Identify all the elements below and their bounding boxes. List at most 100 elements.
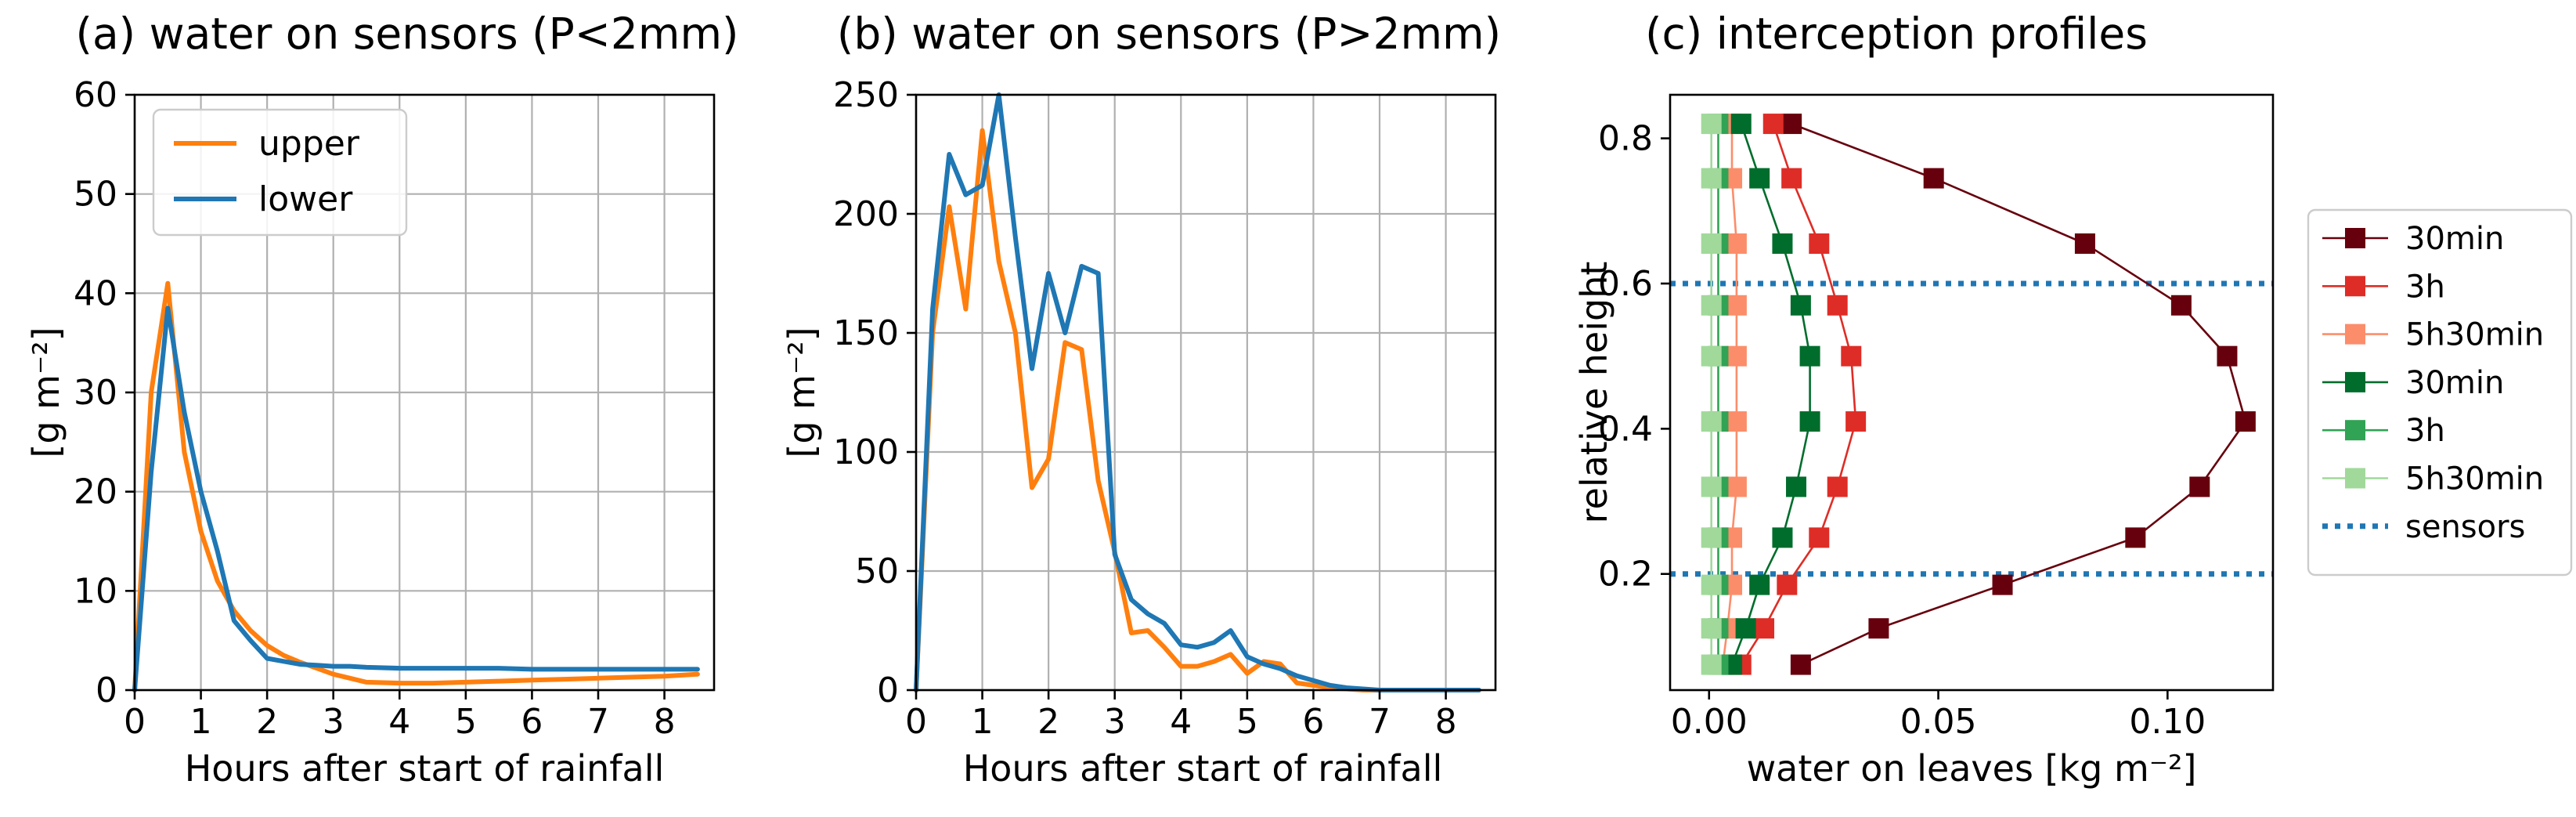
profile-marker <box>1841 345 1862 367</box>
y-tick-label: 30 <box>74 373 117 413</box>
x-tick-label: 7 <box>587 702 609 742</box>
panel-c-sensor-lines <box>1670 280 2273 577</box>
x-tick-label: 4 <box>1170 702 1192 742</box>
y-tick-label: 0.4 <box>1598 409 1653 449</box>
legend-label: 30min <box>2405 365 2504 401</box>
x-tick-label: 7 <box>1369 702 1391 742</box>
profile-marker <box>1726 233 1747 254</box>
y-tick-label: 50 <box>74 175 117 215</box>
x-tick-label: 3 <box>323 702 345 742</box>
profile-marker <box>1730 114 1752 135</box>
profile-marker <box>1701 618 1722 639</box>
y-tick-label: 0.2 <box>1598 555 1653 595</box>
panel-b-xlabel: Hours after start of rainfall <box>963 747 1443 790</box>
profile-marker <box>1781 168 1802 189</box>
x-tick-label: 1 <box>190 702 212 742</box>
panel-c: (c) interception profiles 0.00 0.05 0.100.… <box>1573 9 2573 790</box>
profile-marker <box>1701 476 1722 497</box>
legend-item-1: 3h <box>2322 269 2445 305</box>
panel-b-grid <box>915 93 1495 692</box>
profile-marker <box>1735 618 1756 639</box>
legend-label: 5h30min <box>2405 317 2544 353</box>
legend-label: 3h <box>2405 269 2445 305</box>
profile-marker <box>1701 295 1722 316</box>
series-line-lower <box>132 305 700 692</box>
y-tick-label: 40 <box>74 273 117 313</box>
y-tick-label: 0 <box>877 671 899 710</box>
legend-item-2: 5h30min <box>2322 317 2544 353</box>
panel-c-frame <box>1669 93 2275 692</box>
profile-marker <box>1749 574 1770 595</box>
panel-a-lines <box>132 280 700 692</box>
profile-line <box>1791 122 2247 666</box>
panel-a-grid <box>133 93 714 692</box>
y-tick-label: 50 <box>855 551 899 591</box>
panel-c-title: (c) interception profiles <box>1645 9 2148 59</box>
profile-marker <box>2189 476 2210 497</box>
profile-marker <box>1701 114 1722 135</box>
panel-b-title: (b) water on sensors (P>2mm) <box>837 9 1501 59</box>
y-tick-label: 60 <box>74 75 117 115</box>
legend-item-6: sensors <box>2322 509 2525 545</box>
profile-marker <box>1701 527 1722 548</box>
panel-c-xlabel: water on leaves [kg m⁻²] <box>1747 747 2197 790</box>
legend-label: sensors <box>2405 509 2525 545</box>
profile-line <box>1730 123 1811 666</box>
legend-label: 5h30min <box>2405 461 2544 497</box>
profile-marker <box>1726 295 1747 316</box>
profile-marker <box>1701 345 1722 367</box>
profile-marker <box>1786 476 1807 497</box>
x-tick-label: 1 <box>972 702 994 742</box>
legend-item-5: 5h30min <box>2322 461 2544 497</box>
legend-marker <box>2345 420 2365 441</box>
series-line-upper <box>132 280 700 692</box>
profile-marker <box>1762 114 1784 135</box>
x-tick-label: 0.05 <box>1900 702 1977 742</box>
panel-b-lines <box>914 92 1481 692</box>
profile-marker <box>1790 654 1811 675</box>
panel-c-profiles <box>1701 114 2256 675</box>
profile-marker <box>1726 476 1747 497</box>
profile-marker <box>2074 233 2095 254</box>
y-tick-label: 0.6 <box>1598 264 1653 304</box>
legend-marker <box>2345 468 2365 489</box>
profile-marker <box>1790 295 1811 316</box>
panel-b-ylabel: [g m⁻²] <box>781 327 823 457</box>
y-tick-label: 10 <box>74 571 117 611</box>
x-tick-label: 8 <box>654 702 676 742</box>
panel-b-ticks: 0 1 2 3 4 5 6 7 8 0 50 100 150 200 250 <box>833 75 1457 742</box>
panel-c-legend: 30min 3h 5h30min 30min 3h 5h30min sensors <box>2307 208 2573 577</box>
x-tick-label: 6 <box>521 702 543 742</box>
profile-marker <box>1772 527 1793 548</box>
x-tick-label: 0.10 <box>2129 702 2206 742</box>
profile-marker <box>1992 574 2013 595</box>
profile-marker <box>1809 527 1830 548</box>
profile-marker <box>2125 527 2146 548</box>
profile-series-5h30min-5 <box>1701 114 1722 675</box>
legend-item-0: 30min <box>2322 221 2504 257</box>
panel-a-xlabel: Hours after start of rainfall <box>185 747 665 790</box>
panel-a-title: (a) water on sensors (P<2mm) <box>76 9 739 59</box>
panel-a: (a) water on sensors (P<2mm) 0 1 2 3 4 5 6 7 8 0 1… <box>25 9 739 790</box>
profile-marker <box>1868 618 1889 639</box>
profile-marker <box>1799 345 1820 367</box>
x-tick-label: 2 <box>256 702 278 742</box>
profile-series-30min-3 <box>1722 114 1820 675</box>
profile-marker <box>1845 411 1867 432</box>
legend-marker <box>2345 276 2365 297</box>
x-tick-label: 3 <box>1104 702 1126 742</box>
x-tick-label: 5 <box>455 702 477 742</box>
panel-a-legend: upper lower <box>152 108 408 237</box>
panel-b: (b) water on sensors (P>2mm) 0 1 2 3 4 5 6 7 8 0 5… <box>781 9 1501 790</box>
profile-marker <box>1809 233 1830 254</box>
profile-marker <box>1781 114 1802 135</box>
y-tick-label: 150 <box>833 313 899 353</box>
x-tick-label: 8 <box>1435 702 1457 742</box>
profile-marker <box>1726 345 1747 367</box>
legend-label-lower: lower <box>258 179 353 219</box>
y-tick-label: 200 <box>833 194 899 234</box>
profile-series-3h-1 <box>1730 114 1867 675</box>
profile-marker <box>2217 345 2238 367</box>
legend-marker <box>2345 371 2365 392</box>
profile-marker <box>1701 574 1722 595</box>
